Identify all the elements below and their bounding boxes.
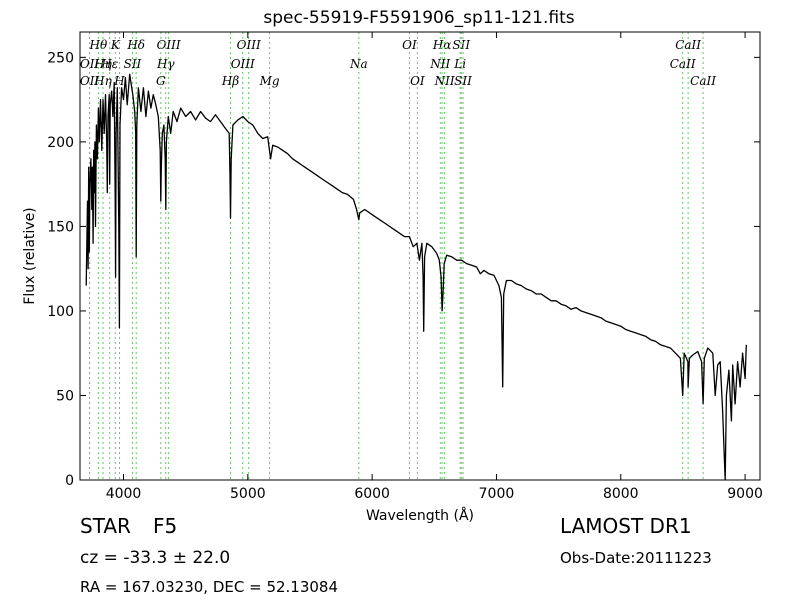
spectral-line-label: OI	[402, 38, 417, 52]
plot-frame	[79, 31, 761, 481]
y-tick-label: 250	[47, 50, 74, 66]
spectral-line-label: SII	[454, 74, 472, 88]
redshift-cz: cz = -33.3 ± 22.0	[80, 548, 231, 568]
object-class: STAR F5	[80, 514, 177, 538]
spectral-line-label: NII	[429, 57, 450, 71]
spectral-line-label: Hε	[100, 57, 118, 71]
spectral-line-label: Mg	[259, 74, 280, 88]
x-tick-label: 4000	[106, 486, 142, 502]
y-tick-label: 100	[47, 304, 74, 320]
y-axis-ticks: 0 50 100 150 200 250	[47, 50, 760, 489]
spectral-line-label: K	[110, 38, 121, 52]
spectral-line-label: OI	[410, 74, 425, 88]
spectrum-line	[85, 73, 747, 481]
x-tick-label: 6000	[354, 486, 390, 502]
spectral-line-label: CaII	[690, 74, 716, 88]
spectrum-series	[85, 73, 747, 481]
spectral-line-label: OII	[80, 74, 100, 88]
observation-date: Obs-Date:20111223	[560, 549, 712, 567]
spectral-line-label: NII	[434, 74, 455, 88]
spectral-line-label: CaII	[675, 38, 701, 52]
spectral-line-label: SII	[124, 57, 142, 71]
spectral-line-label: H	[113, 74, 125, 88]
y-tick-label: 50	[56, 388, 74, 404]
y-tick-label: 200	[47, 135, 74, 151]
object-subclass: F5	[152, 514, 178, 538]
x-tick-label: 7000	[479, 486, 515, 502]
spectral-line-label: OIII	[231, 57, 255, 71]
x-tick-label: 8000	[603, 486, 639, 502]
spectral-line-label: Li	[453, 57, 466, 71]
spectral-line-label: OIII	[237, 38, 261, 52]
chart-title: spec-55919-F5591906_sp11-121.fits	[263, 8, 574, 28]
y-tick-label: 150	[47, 219, 74, 235]
y-tick-label: 0	[65, 473, 74, 489]
survey-name: LAMOST DR1	[560, 514, 692, 538]
spectral-line-label: Hδ	[126, 38, 145, 52]
spectral-line-label: OIII	[157, 38, 181, 52]
y-axis-label: Flux (relative)	[22, 207, 38, 304]
spectral-line-label: Hθ	[89, 38, 108, 52]
x-axis-label: Wavelength (Å)	[366, 507, 474, 524]
spectral-line-label: SII	[452, 38, 470, 52]
spectral-line-label: CaII	[670, 57, 696, 71]
x-tick-label: 9000	[727, 486, 763, 502]
spectral-line-label: G	[156, 74, 166, 88]
x-tick-label: 5000	[230, 486, 266, 502]
spectral-line-label: Hβ	[221, 74, 239, 88]
x-axis-ticks: 4000 5000 6000 7000 8000 9000	[106, 32, 763, 502]
spectral-line-label: Hη	[93, 74, 112, 88]
coordinates: RA = 167.03230, DEC = 52.13084	[80, 578, 339, 596]
spectral-line-label: Na	[349, 57, 368, 71]
object-class-label: STAR	[80, 514, 131, 538]
spectral-line-label: Hα	[432, 38, 452, 52]
spectral-line-label: Hγ	[156, 57, 175, 71]
